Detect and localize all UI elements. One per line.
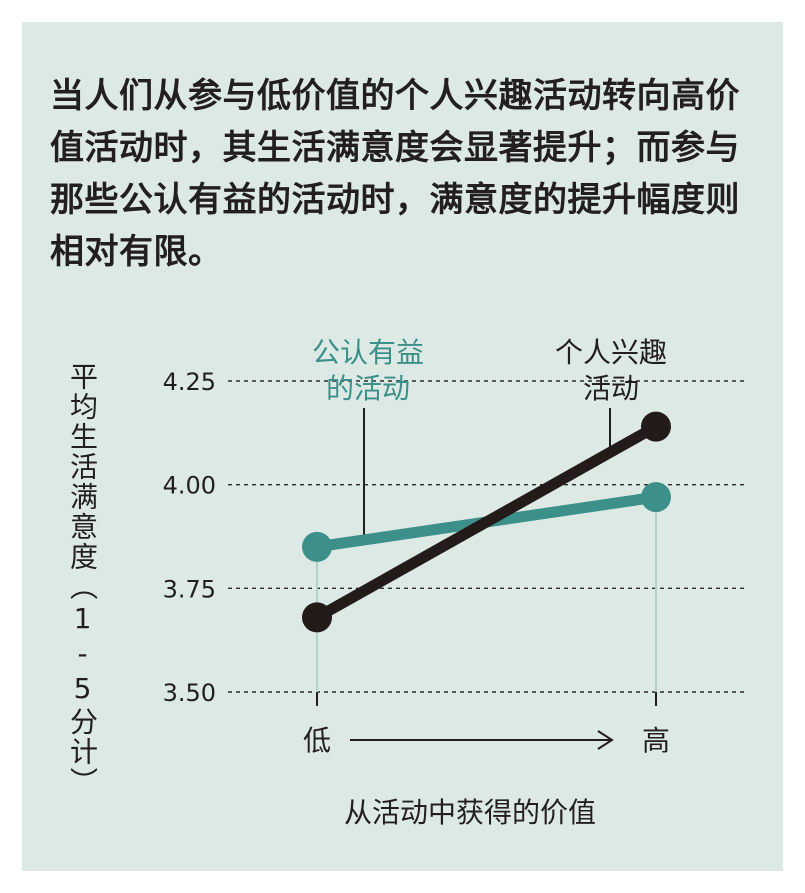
label-teal-line2: 的活动 <box>326 372 410 405</box>
series-1-point-1 <box>641 411 671 442</box>
chart-title: 当人们从参与低价值的个人兴趣活动转向高价值活动时，其生活满意度会显著提升；而参与… <box>50 76 740 272</box>
x-tick-high: 高 <box>642 724 670 757</box>
category-guides <box>316 497 657 706</box>
y-axis-title: 平均生活满意度（1-5分计） <box>66 362 99 797</box>
series-line-1 <box>311 421 662 623</box>
series-lines <box>302 411 671 633</box>
x-tick-low: 低 <box>303 724 331 757</box>
series-0-point-0 <box>302 531 332 562</box>
label-leaders <box>363 408 611 540</box>
y-tick-label-2: 4.00 <box>163 472 216 500</box>
x-axis-arrow <box>350 730 614 750</box>
y-tick-label-1: 3.75 <box>163 575 216 603</box>
label-dark-line1: 个人兴趣 <box>555 336 667 369</box>
label-teal-line1: 公认有益 <box>312 336 424 369</box>
y-tick-labels: 3.50 3.75 4.00 4.25 <box>163 368 216 707</box>
y-tick-label-0: 3.50 <box>163 679 216 707</box>
label-dark-line2: 活动 <box>583 372 639 405</box>
series-0-point-1 <box>641 482 671 513</box>
y-tick-label-3: 4.25 <box>163 368 216 396</box>
grid-lines <box>228 380 745 693</box>
x-axis-title: 从活动中获得的价值 <box>344 796 596 829</box>
chart-panel <box>22 22 783 871</box>
series-1-point-0 <box>302 602 332 633</box>
